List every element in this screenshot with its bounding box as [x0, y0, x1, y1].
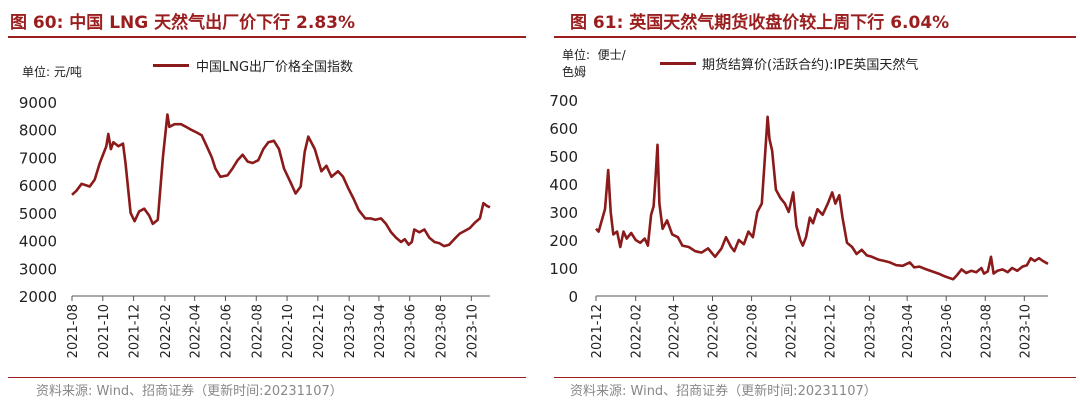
right-y-tick-label: 300: [549, 204, 578, 222]
right-x-tick-label: 2023-08: [979, 304, 994, 358]
right-x-tick-label: 2023-06: [940, 304, 955, 358]
left-panel: 图 60: 中国 LNG 天然气出厂价下行 2.83% 单位: 元/吨 中国LN…: [0, 0, 530, 404]
right-x-tick-label: 2022-10: [785, 304, 800, 358]
right-x-tick-label: 2023-04: [901, 304, 916, 358]
left-y-tick-label: 2000: [19, 288, 57, 306]
left-series-line: [71, 113, 491, 248]
left-y-tick-label: 7000: [19, 149, 57, 167]
right-x-tick-label: 2021-12: [590, 304, 605, 358]
right-x-tick-label: 2022-08: [746, 304, 761, 358]
left-x-tick-label: 2021-08: [66, 304, 81, 358]
right-y-tick-label: 500: [549, 148, 578, 166]
right-legend-swatch: [660, 62, 696, 65]
left-x-tick-label: 2022-06: [219, 304, 234, 358]
right-source-note: 资料来源: Wind、招商证券（更新时间:20231107）: [570, 384, 877, 399]
right-chart: 0 100 200 300 400 500 600 700 2021-12 2022-02 2022…: [549, 92, 1049, 358]
left-x-tick-label: 2023-06: [404, 304, 419, 358]
right-legend-label: 期货结算价(活跃合约):IPE英国天然气: [702, 58, 919, 73]
right-title-rule: [554, 36, 1076, 38]
left-title-rule: [8, 36, 526, 38]
right-x-tick-label: 2022-04: [667, 304, 682, 358]
left-y-tick-label: 9000: [19, 94, 57, 112]
right-x-tick-label: 2023-10: [1018, 304, 1033, 358]
right-panel: 图 61: 英国天然气期货收盘价较上周下行 6.04% 单位: 便士/ 色姆 期…: [540, 0, 1080, 404]
left-x-tick-label: 2022-12: [312, 304, 327, 358]
left-legend-swatch: [153, 64, 189, 67]
left-chart: 2000 3000 4000 5000 6000 7000 8000 9000 2021-08 2…: [19, 94, 491, 358]
right-x-tick-label: 2022-02: [630, 304, 645, 358]
left-x-tick-label: 2021-10: [97, 304, 112, 358]
right-y-tick-label: 700: [549, 92, 578, 110]
right-footer-rule: [554, 377, 1076, 378]
left-chart-title: 图 60: 中国 LNG 天然气出厂价下行 2.83%: [10, 13, 356, 33]
left-x-tick-label: 2023-08: [435, 304, 450, 358]
right-y-tick-label: 200: [549, 232, 578, 250]
right-x-tick-label: 2022-06: [707, 304, 722, 358]
left-x-tick-label: 2022-10: [281, 304, 296, 358]
right-unit-label: 单位: 便士/ 色姆: [562, 48, 626, 79]
left-x-tick-label: 2023-02: [343, 304, 358, 358]
left-x-tick-label: 2023-04: [373, 304, 388, 358]
left-legend-label: 中国LNG出厂价格全国指数: [196, 60, 354, 75]
right-x-tick-label: 2022-12: [824, 304, 839, 358]
left-x-tick-label: 2023-10: [465, 304, 480, 358]
left-y-tick-label: 8000: [19, 122, 57, 140]
right-y-tick-label: 100: [549, 260, 578, 278]
right-y-tick-label: 600: [549, 120, 578, 138]
right-y-tick-label: 400: [549, 176, 578, 194]
left-source-note: 资料来源: Wind、招商证券（更新时间:20231107）: [36, 384, 343, 399]
right-chart-title: 图 61: 英国天然气期货收盘价较上周下行 6.04%: [570, 13, 950, 33]
left-x-tick-label: 2022-02: [159, 304, 174, 358]
left-y-tick-label: 6000: [19, 177, 57, 195]
left-y-tick-label: 4000: [19, 233, 57, 251]
right-y-tick-label: 0: [568, 288, 578, 306]
left-x-tick-label: 2022-04: [189, 304, 204, 358]
left-y-tick-label: 3000: [19, 260, 57, 278]
left-x-tick-label: 2022-08: [250, 304, 265, 358]
left-unit-label: 单位: 元/吨: [22, 65, 82, 79]
left-x-tick-label: 2021-12: [128, 304, 143, 358]
right-series-line: [595, 115, 1049, 281]
left-y-tick-label: 5000: [19, 205, 57, 223]
right-x-tick-label: 2023-02: [863, 304, 878, 358]
left-footer-rule: [8, 377, 526, 378]
